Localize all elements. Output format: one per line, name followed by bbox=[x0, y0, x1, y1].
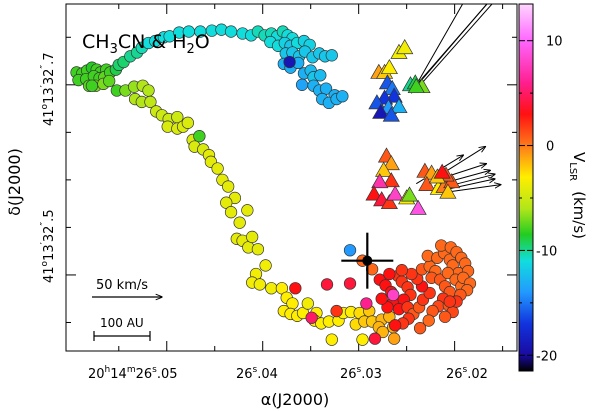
h2o-maser-point bbox=[371, 173, 389, 189]
ch3cn-point bbox=[142, 84, 155, 97]
h2o-maser-point bbox=[396, 39, 414, 55]
velocity-reference: 50 km/s bbox=[92, 278, 162, 297]
ch3cn-point bbox=[387, 288, 400, 302]
ch3cn-point bbox=[233, 216, 246, 229]
h2o-maser-point bbox=[418, 175, 436, 191]
ch3cn-point bbox=[259, 259, 272, 272]
ch3cn-point bbox=[251, 243, 265, 256]
central-source bbox=[341, 232, 394, 289]
h2o-maser-point bbox=[400, 186, 419, 202]
ch3cn-point bbox=[253, 278, 266, 291]
x-axis-label: α(J2000) bbox=[261, 390, 329, 409]
ch3cn-point bbox=[283, 55, 296, 69]
ch3cn-point bbox=[103, 74, 116, 88]
velocity-reference-label: 50 km/s bbox=[96, 278, 148, 293]
ch3cn-point bbox=[325, 49, 338, 62]
colorbar-tick-label: 0 bbox=[546, 140, 554, 155]
chart-title: CH3CN & H2O bbox=[82, 31, 210, 57]
ch3cn-point bbox=[325, 333, 338, 346]
colorbar-label: VLSR(km/s) bbox=[567, 152, 588, 239]
velocity-vector bbox=[417, 4, 488, 84]
ch3cn-point bbox=[193, 129, 206, 143]
ch3cn-point bbox=[301, 297, 314, 310]
h2o-maser-point bbox=[365, 185, 383, 201]
ch3cn-point bbox=[144, 95, 157, 109]
h2o-maser-point bbox=[382, 106, 400, 122]
ch3cn-point bbox=[224, 25, 238, 38]
axis-ticks bbox=[66, 4, 517, 351]
velocity-vector bbox=[442, 179, 495, 191]
ch3cn-point bbox=[295, 78, 309, 91]
h2o-maser-point bbox=[382, 155, 400, 171]
ch3cn-point bbox=[443, 295, 456, 308]
source-marker bbox=[362, 255, 373, 266]
ch3cn-point bbox=[388, 332, 401, 345]
h2o-maser-point bbox=[382, 172, 400, 188]
ch3cn-point bbox=[388, 319, 402, 332]
ch3cn-point bbox=[211, 162, 224, 175]
x-tick-label: 26s.02 bbox=[446, 365, 488, 382]
ch3cn-point bbox=[85, 79, 99, 92]
h2o-maser-point bbox=[386, 185, 404, 201]
ch3cn-point bbox=[265, 282, 278, 295]
ch3cn-point bbox=[422, 314, 435, 327]
velocity-vector bbox=[422, 4, 493, 83]
ch3cn-point bbox=[360, 297, 373, 310]
x-tick-label: 20h14m26s.05 bbox=[88, 365, 178, 382]
velocity-vector bbox=[445, 185, 501, 193]
colorbar-tick-label: -10 bbox=[536, 244, 557, 259]
colorbar-tick-label: -20 bbox=[536, 349, 557, 364]
ch3cn-point bbox=[314, 69, 327, 82]
h2o-maser-point bbox=[380, 193, 398, 210]
y-tick-label: 41o13′32″.7 bbox=[39, 52, 57, 126]
ch3cn-point bbox=[320, 278, 334, 291]
markers bbox=[70, 23, 477, 346]
ch3cn-point bbox=[368, 332, 382, 345]
scale-bar: 100 AU bbox=[93, 316, 151, 341]
y-tick-label: 41o13′32″.5 bbox=[39, 209, 57, 283]
velocity-vector bbox=[411, 4, 464, 94]
ch3cn-point bbox=[224, 206, 238, 219]
ch3cn-point bbox=[413, 322, 427, 335]
h2o-maser-point bbox=[380, 58, 398, 75]
h2o-maser-point bbox=[375, 161, 393, 177]
h2o-maser-point bbox=[439, 183, 457, 199]
ch3cn-point bbox=[336, 90, 349, 103]
colorbar bbox=[518, 3, 534, 372]
x-tick-labels: 20h14m26s.05 26s.04 26s.03 26s.02 bbox=[88, 365, 488, 382]
colorbar-ticks bbox=[519, 40, 533, 356]
h2o-maser-point bbox=[390, 97, 408, 114]
h2o-maser-point bbox=[433, 163, 451, 179]
h2o-maser-point bbox=[372, 103, 390, 119]
ch3cn-point bbox=[343, 277, 357, 290]
ch3cn-point bbox=[375, 292, 388, 305]
h2o-maser-point bbox=[409, 199, 427, 215]
h2o-maser-point bbox=[407, 78, 425, 94]
ch3cn-point bbox=[356, 333, 369, 346]
scale-bar-label: 100 AU bbox=[100, 316, 144, 330]
colorbar-tick-label: 10 bbox=[546, 35, 563, 50]
ch3cn-point bbox=[222, 180, 235, 193]
colorbar-tick-labels: 10 0 -10 -20 bbox=[536, 35, 563, 365]
h2o-maser-point bbox=[385, 87, 403, 103]
plot-frame bbox=[65, 3, 518, 352]
ch3cn-point bbox=[289, 282, 302, 295]
ch3cn-point bbox=[438, 310, 452, 323]
ch3cn-point bbox=[343, 244, 357, 257]
ch3cn-point bbox=[383, 267, 396, 281]
ch3cn-point bbox=[246, 230, 259, 244]
ch3cn-point bbox=[395, 264, 409, 277]
y-axis-label: δ(J2000) bbox=[5, 148, 24, 216]
x-tick-label: 26s.03 bbox=[340, 365, 382, 382]
ch3cn-point bbox=[181, 116, 195, 129]
ch3cn-point bbox=[305, 311, 318, 324]
ch3cn-point bbox=[330, 304, 343, 318]
ch3cn-point bbox=[241, 204, 254, 217]
x-tick-label: 26s.04 bbox=[236, 365, 278, 382]
